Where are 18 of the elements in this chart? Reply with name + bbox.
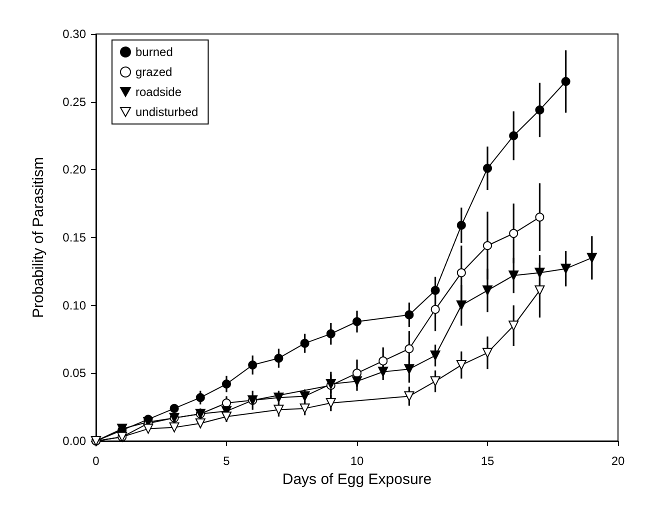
- x-tick-label: 15: [480, 454, 494, 468]
- y-tick-label: 0.10: [62, 298, 86, 312]
- x-tick-label: 5: [223, 454, 230, 468]
- y-axis-title: Probability of Parasitism: [30, 157, 47, 318]
- y-tick-label: 0.15: [62, 230, 86, 244]
- x-tick-label: 0: [92, 454, 100, 468]
- x-tick-label: 10: [350, 454, 364, 468]
- legend-label: grazed: [136, 65, 172, 79]
- y-tick-label: 0.00: [62, 434, 86, 448]
- x-axis-title: Days of Egg Exposure: [282, 470, 432, 488]
- y-tick-label: 0.20: [62, 162, 86, 177]
- legend-label: burned: [136, 45, 173, 59]
- y-tick-label: 0.25: [62, 94, 86, 109]
- legend-label: undisturbed: [136, 105, 198, 119]
- x-tick-label: 20: [611, 454, 625, 468]
- y-tick-label: 0.05: [62, 366, 86, 380]
- y-tick-label: 0.30: [62, 27, 86, 41]
- legend-label: roadside: [136, 85, 182, 99]
